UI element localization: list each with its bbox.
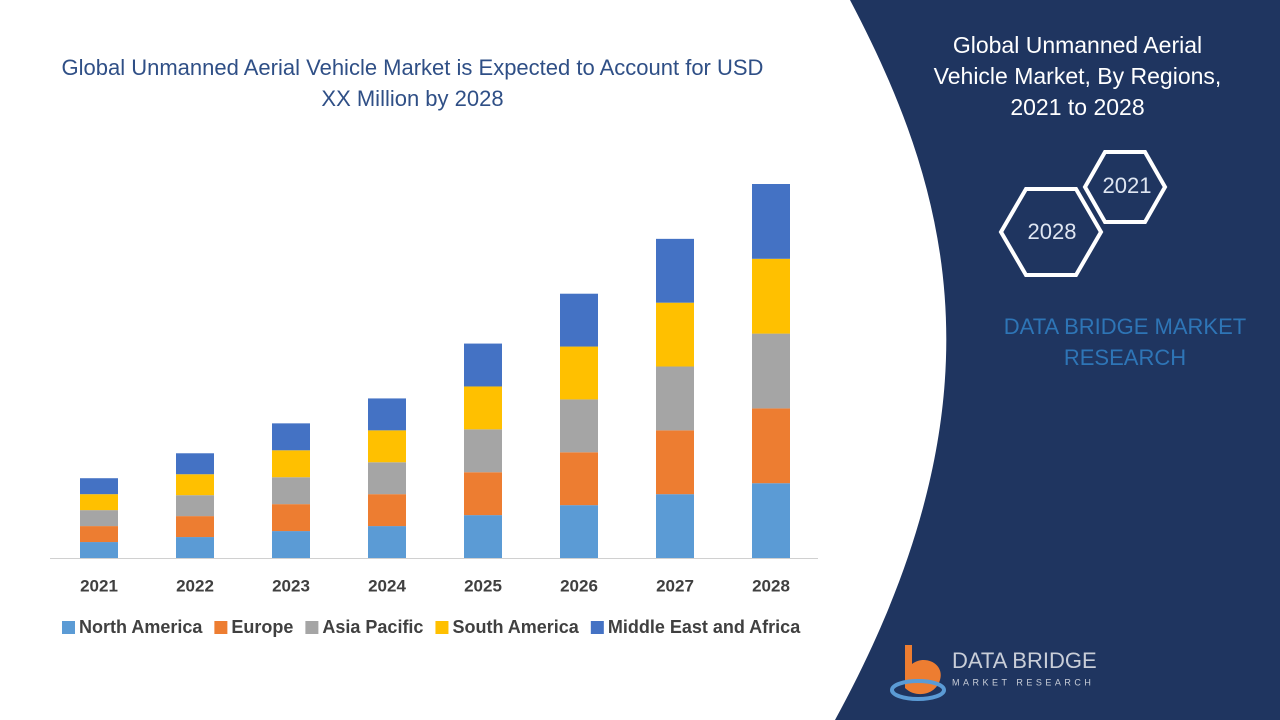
bar-segment [368, 494, 406, 527]
bar-segment [368, 462, 406, 495]
bar-segment [656, 238, 694, 303]
bar-segment [368, 398, 406, 431]
logo-mark [890, 679, 946, 701]
legend-label: South America [452, 617, 579, 637]
bar-segment [560, 505, 598, 558]
bar-segment [752, 408, 790, 484]
bar-segment [80, 478, 118, 495]
legend-label: North America [79, 617, 203, 637]
bar-segment [176, 495, 214, 517]
bar-segment [464, 386, 502, 430]
legend-label: Europe [231, 617, 293, 637]
bar-segment [656, 494, 694, 558]
x-tick-label: 2023 [272, 576, 310, 595]
bar-segment [752, 483, 790, 558]
x-tick-label: 2024 [368, 576, 406, 595]
bar-segment [272, 531, 310, 558]
hex-label: 2021 [1103, 173, 1152, 198]
logo-tagline: MARKET RESEARCH [952, 677, 1094, 687]
bar-segment [272, 450, 310, 478]
hexagon [998, 187, 1104, 277]
legend-swatch [435, 621, 449, 634]
bar-segment [176, 537, 214, 558]
bar-segment [464, 472, 502, 516]
legend-swatch [590, 621, 604, 634]
bar-segment [80, 510, 118, 527]
bar-segment [560, 399, 598, 453]
x-tick-label: 2022 [176, 576, 214, 595]
bar-segment [176, 453, 214, 475]
bar-segment [656, 430, 694, 495]
legend-swatch [62, 621, 75, 634]
bar-segment [80, 542, 118, 558]
bar-segment [80, 494, 118, 511]
logo-name: DATA BRIDGE [952, 648, 1097, 673]
bar-segment [560, 293, 598, 347]
bar-segment [80, 526, 118, 543]
x-tick-label: 2028 [752, 576, 790, 595]
bar-segment [752, 333, 790, 409]
x-tick-label: 2025 [464, 576, 502, 595]
side-panel [835, 0, 1280, 720]
bar-segment [176, 474, 214, 496]
bar-segment [464, 429, 502, 473]
bar-segment [176, 516, 214, 538]
x-tick-label: 2027 [656, 576, 694, 595]
bar-segment [272, 504, 310, 532]
bar-segment [752, 184, 790, 259]
bar-segment [752, 258, 790, 334]
legend-label: Asia Pacific [322, 617, 423, 637]
bar-segment [272, 423, 310, 451]
panel-title: Global Unmanned Aerial Vehicle Market, B… [933, 32, 1222, 120]
bar-segment [656, 366, 694, 431]
chart-title: Global Unmanned Aerial Vehicle Market is… [61, 55, 764, 111]
legend-swatch [214, 621, 228, 634]
bar-segment [656, 302, 694, 367]
x-tick-label: 2026 [560, 576, 598, 595]
bar-segment [464, 343, 502, 387]
bar-segment [560, 452, 598, 506]
legend-label: Middle East and Africa [608, 617, 801, 637]
bar-segment [272, 477, 310, 505]
legend-swatch [305, 621, 319, 634]
bar-segment [368, 526, 406, 558]
brand: DATA BRIDGE MARKET RESEARCH [1003, 314, 1247, 370]
bar-segment [368, 430, 406, 463]
x-tick-label: 2021 [80, 576, 118, 595]
bar-segment [560, 346, 598, 400]
hex-label: 2028 [1028, 219, 1077, 244]
hexagon [1082, 150, 1168, 224]
bar-segment [464, 515, 502, 558]
